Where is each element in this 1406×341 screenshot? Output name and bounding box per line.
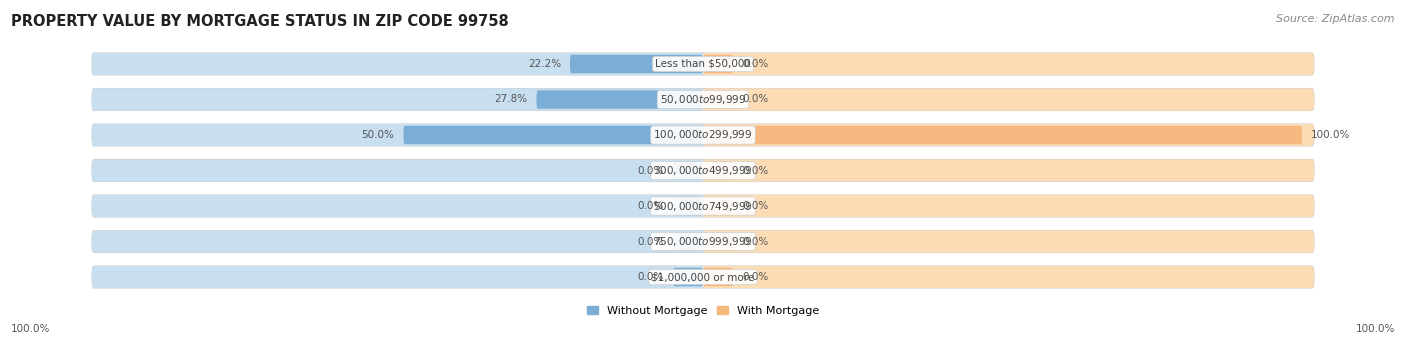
Text: $1,000,000 or more: $1,000,000 or more	[651, 272, 755, 282]
FancyBboxPatch shape	[537, 90, 703, 109]
FancyBboxPatch shape	[673, 268, 703, 286]
Text: 27.8%: 27.8%	[495, 94, 527, 104]
FancyBboxPatch shape	[703, 124, 1315, 146]
FancyBboxPatch shape	[91, 124, 703, 146]
Text: 0.0%: 0.0%	[742, 237, 768, 247]
Text: 100.0%: 100.0%	[1355, 324, 1395, 334]
FancyBboxPatch shape	[703, 53, 1315, 75]
FancyBboxPatch shape	[91, 89, 1315, 110]
FancyBboxPatch shape	[91, 53, 1315, 75]
Legend: Without Mortgage, With Mortgage: Without Mortgage, With Mortgage	[582, 301, 824, 321]
FancyBboxPatch shape	[673, 161, 703, 180]
FancyBboxPatch shape	[703, 89, 1315, 110]
FancyBboxPatch shape	[404, 126, 703, 144]
FancyBboxPatch shape	[569, 55, 703, 73]
FancyBboxPatch shape	[91, 160, 703, 181]
FancyBboxPatch shape	[91, 231, 703, 252]
FancyBboxPatch shape	[91, 160, 1315, 181]
FancyBboxPatch shape	[91, 53, 703, 75]
FancyBboxPatch shape	[91, 266, 1315, 288]
Text: 0.0%: 0.0%	[742, 272, 768, 282]
Text: 100.0%: 100.0%	[1310, 130, 1350, 140]
FancyBboxPatch shape	[91, 89, 703, 110]
Text: 0.0%: 0.0%	[742, 165, 768, 176]
FancyBboxPatch shape	[703, 160, 1315, 181]
FancyBboxPatch shape	[703, 161, 733, 180]
FancyBboxPatch shape	[703, 90, 733, 109]
Text: $500,000 to $749,999: $500,000 to $749,999	[654, 199, 752, 212]
FancyBboxPatch shape	[703, 55, 733, 73]
Text: Source: ZipAtlas.com: Source: ZipAtlas.com	[1277, 14, 1395, 24]
FancyBboxPatch shape	[703, 232, 733, 251]
Text: 0.0%: 0.0%	[742, 94, 768, 104]
FancyBboxPatch shape	[703, 268, 733, 286]
FancyBboxPatch shape	[91, 124, 1315, 146]
Text: $750,000 to $999,999: $750,000 to $999,999	[654, 235, 752, 248]
Text: 100.0%: 100.0%	[11, 324, 51, 334]
FancyBboxPatch shape	[673, 232, 703, 251]
Text: 50.0%: 50.0%	[361, 130, 395, 140]
Text: 0.0%: 0.0%	[638, 272, 664, 282]
FancyBboxPatch shape	[703, 126, 1302, 144]
Text: $50,000 to $99,999: $50,000 to $99,999	[659, 93, 747, 106]
FancyBboxPatch shape	[91, 195, 703, 217]
Text: 0.0%: 0.0%	[638, 165, 664, 176]
Text: $100,000 to $299,999: $100,000 to $299,999	[654, 129, 752, 142]
FancyBboxPatch shape	[91, 195, 1315, 217]
Text: 0.0%: 0.0%	[742, 59, 768, 69]
FancyBboxPatch shape	[91, 231, 1315, 252]
Text: $300,000 to $499,999: $300,000 to $499,999	[654, 164, 752, 177]
FancyBboxPatch shape	[703, 231, 1315, 252]
FancyBboxPatch shape	[673, 197, 703, 215]
Text: 0.0%: 0.0%	[638, 237, 664, 247]
FancyBboxPatch shape	[91, 266, 703, 288]
FancyBboxPatch shape	[703, 195, 1315, 217]
Text: 0.0%: 0.0%	[742, 201, 768, 211]
FancyBboxPatch shape	[703, 266, 1315, 288]
Text: 0.0%: 0.0%	[638, 201, 664, 211]
FancyBboxPatch shape	[703, 197, 733, 215]
Text: PROPERTY VALUE BY MORTGAGE STATUS IN ZIP CODE 99758: PROPERTY VALUE BY MORTGAGE STATUS IN ZIP…	[11, 14, 509, 29]
Text: 22.2%: 22.2%	[527, 59, 561, 69]
Text: Less than $50,000: Less than $50,000	[655, 59, 751, 69]
